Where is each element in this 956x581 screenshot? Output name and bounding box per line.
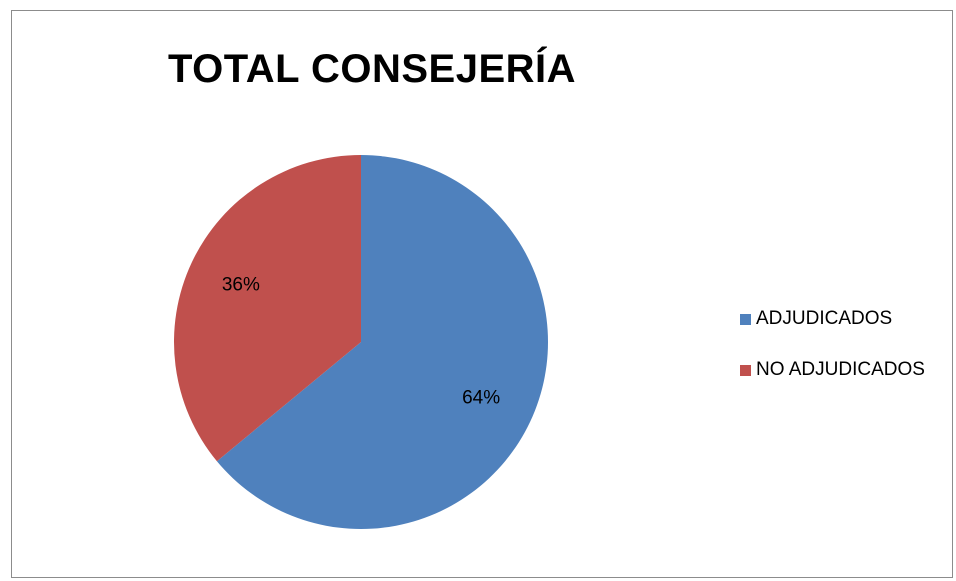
chart-frame: TOTAL CONSEJERÍA 64% 36% ADJUDICADOS NO A… [11, 10, 953, 578]
pie-chart: 64% 36% [174, 155, 549, 529]
legend-label-no-adjudicados: NO ADJUDICADOS [756, 359, 925, 380]
legend-swatch-adjudicados [740, 313, 751, 325]
pie-label-adjudicados: 64% [462, 388, 500, 409]
pie-slice-no-adjudicados [174, 155, 361, 462]
legend-item-no-adjudicados: NO ADJUDICADOS [740, 358, 925, 382]
pie-labels: 64% 36% [222, 274, 500, 408]
legend: ADJUDICADOS NO ADJUDICADOS [740, 307, 925, 409]
legend-item-adjudicados: ADJUDICADOS [740, 307, 925, 331]
pie-label-no-adjudicados: 36% [222, 274, 260, 295]
legend-label-adjudicados: ADJUDICADOS [756, 308, 893, 329]
legend-swatch-no-adjudicados [740, 364, 751, 376]
pie-slices [174, 155, 549, 529]
chart-title: TOTAL CONSEJERÍA [167, 47, 577, 91]
pie-slice-adjudicados [216, 155, 549, 529]
